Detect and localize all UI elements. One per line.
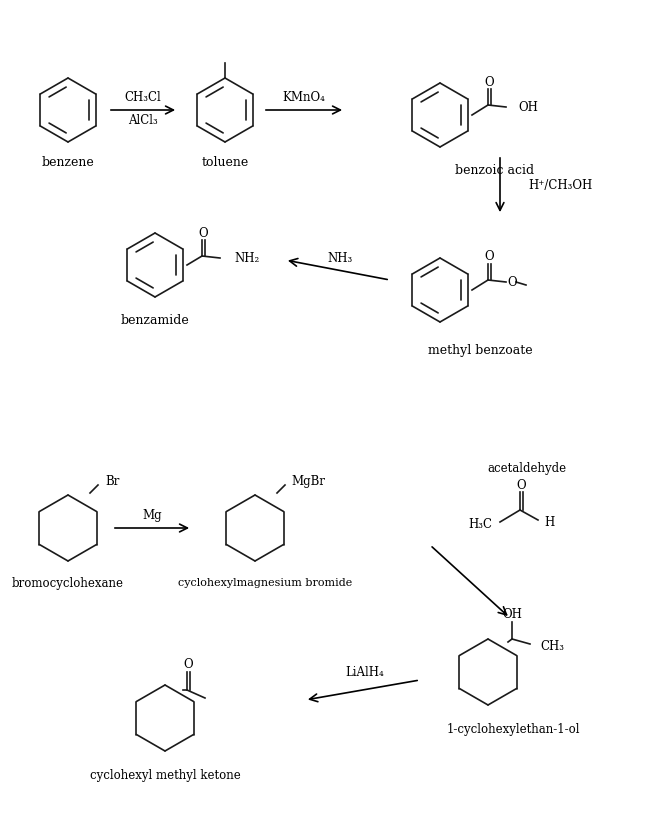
Text: NH₃: NH₃ bbox=[327, 251, 353, 265]
Text: O: O bbox=[484, 250, 494, 264]
Text: O: O bbox=[516, 479, 526, 491]
Text: O: O bbox=[484, 76, 494, 88]
Text: benzamide: benzamide bbox=[120, 313, 189, 326]
Text: bromocyclohexane: bromocyclohexane bbox=[12, 577, 124, 589]
Text: CH₃Cl: CH₃Cl bbox=[124, 91, 161, 104]
Text: methyl benzoate: methyl benzoate bbox=[428, 344, 533, 357]
Text: AlCl₃: AlCl₃ bbox=[128, 114, 158, 127]
Text: toluene: toluene bbox=[201, 156, 249, 168]
Text: cyclohexylmagnesium bromide: cyclohexylmagnesium bromide bbox=[178, 578, 352, 588]
Text: CH₃: CH₃ bbox=[540, 639, 564, 653]
Text: O: O bbox=[507, 275, 517, 288]
Text: MgBr: MgBr bbox=[291, 475, 325, 488]
Text: Br: Br bbox=[105, 475, 119, 488]
Text: KMnO₄: KMnO₄ bbox=[283, 91, 326, 104]
Text: NH₂: NH₂ bbox=[234, 251, 259, 265]
Text: OH: OH bbox=[518, 101, 538, 114]
Text: H₃C: H₃C bbox=[468, 517, 492, 531]
Text: H: H bbox=[544, 516, 554, 528]
Text: 1-cyclohexylethan-1-ol: 1-cyclohexylethan-1-ol bbox=[446, 723, 580, 737]
Text: H⁺/CH₃OH: H⁺/CH₃OH bbox=[528, 179, 592, 191]
Text: cyclohexyl methyl ketone: cyclohexyl methyl ketone bbox=[90, 770, 240, 783]
Text: LiAlH₄: LiAlH₄ bbox=[346, 666, 384, 678]
Text: benzene: benzene bbox=[42, 156, 94, 168]
Text: O: O bbox=[198, 227, 208, 240]
Text: acetaldehyde: acetaldehyde bbox=[488, 461, 566, 475]
Text: Mg: Mg bbox=[142, 508, 162, 522]
Text: OH: OH bbox=[502, 607, 522, 620]
Text: O: O bbox=[183, 658, 193, 672]
Text: benzoic acid: benzoic acid bbox=[456, 163, 534, 176]
